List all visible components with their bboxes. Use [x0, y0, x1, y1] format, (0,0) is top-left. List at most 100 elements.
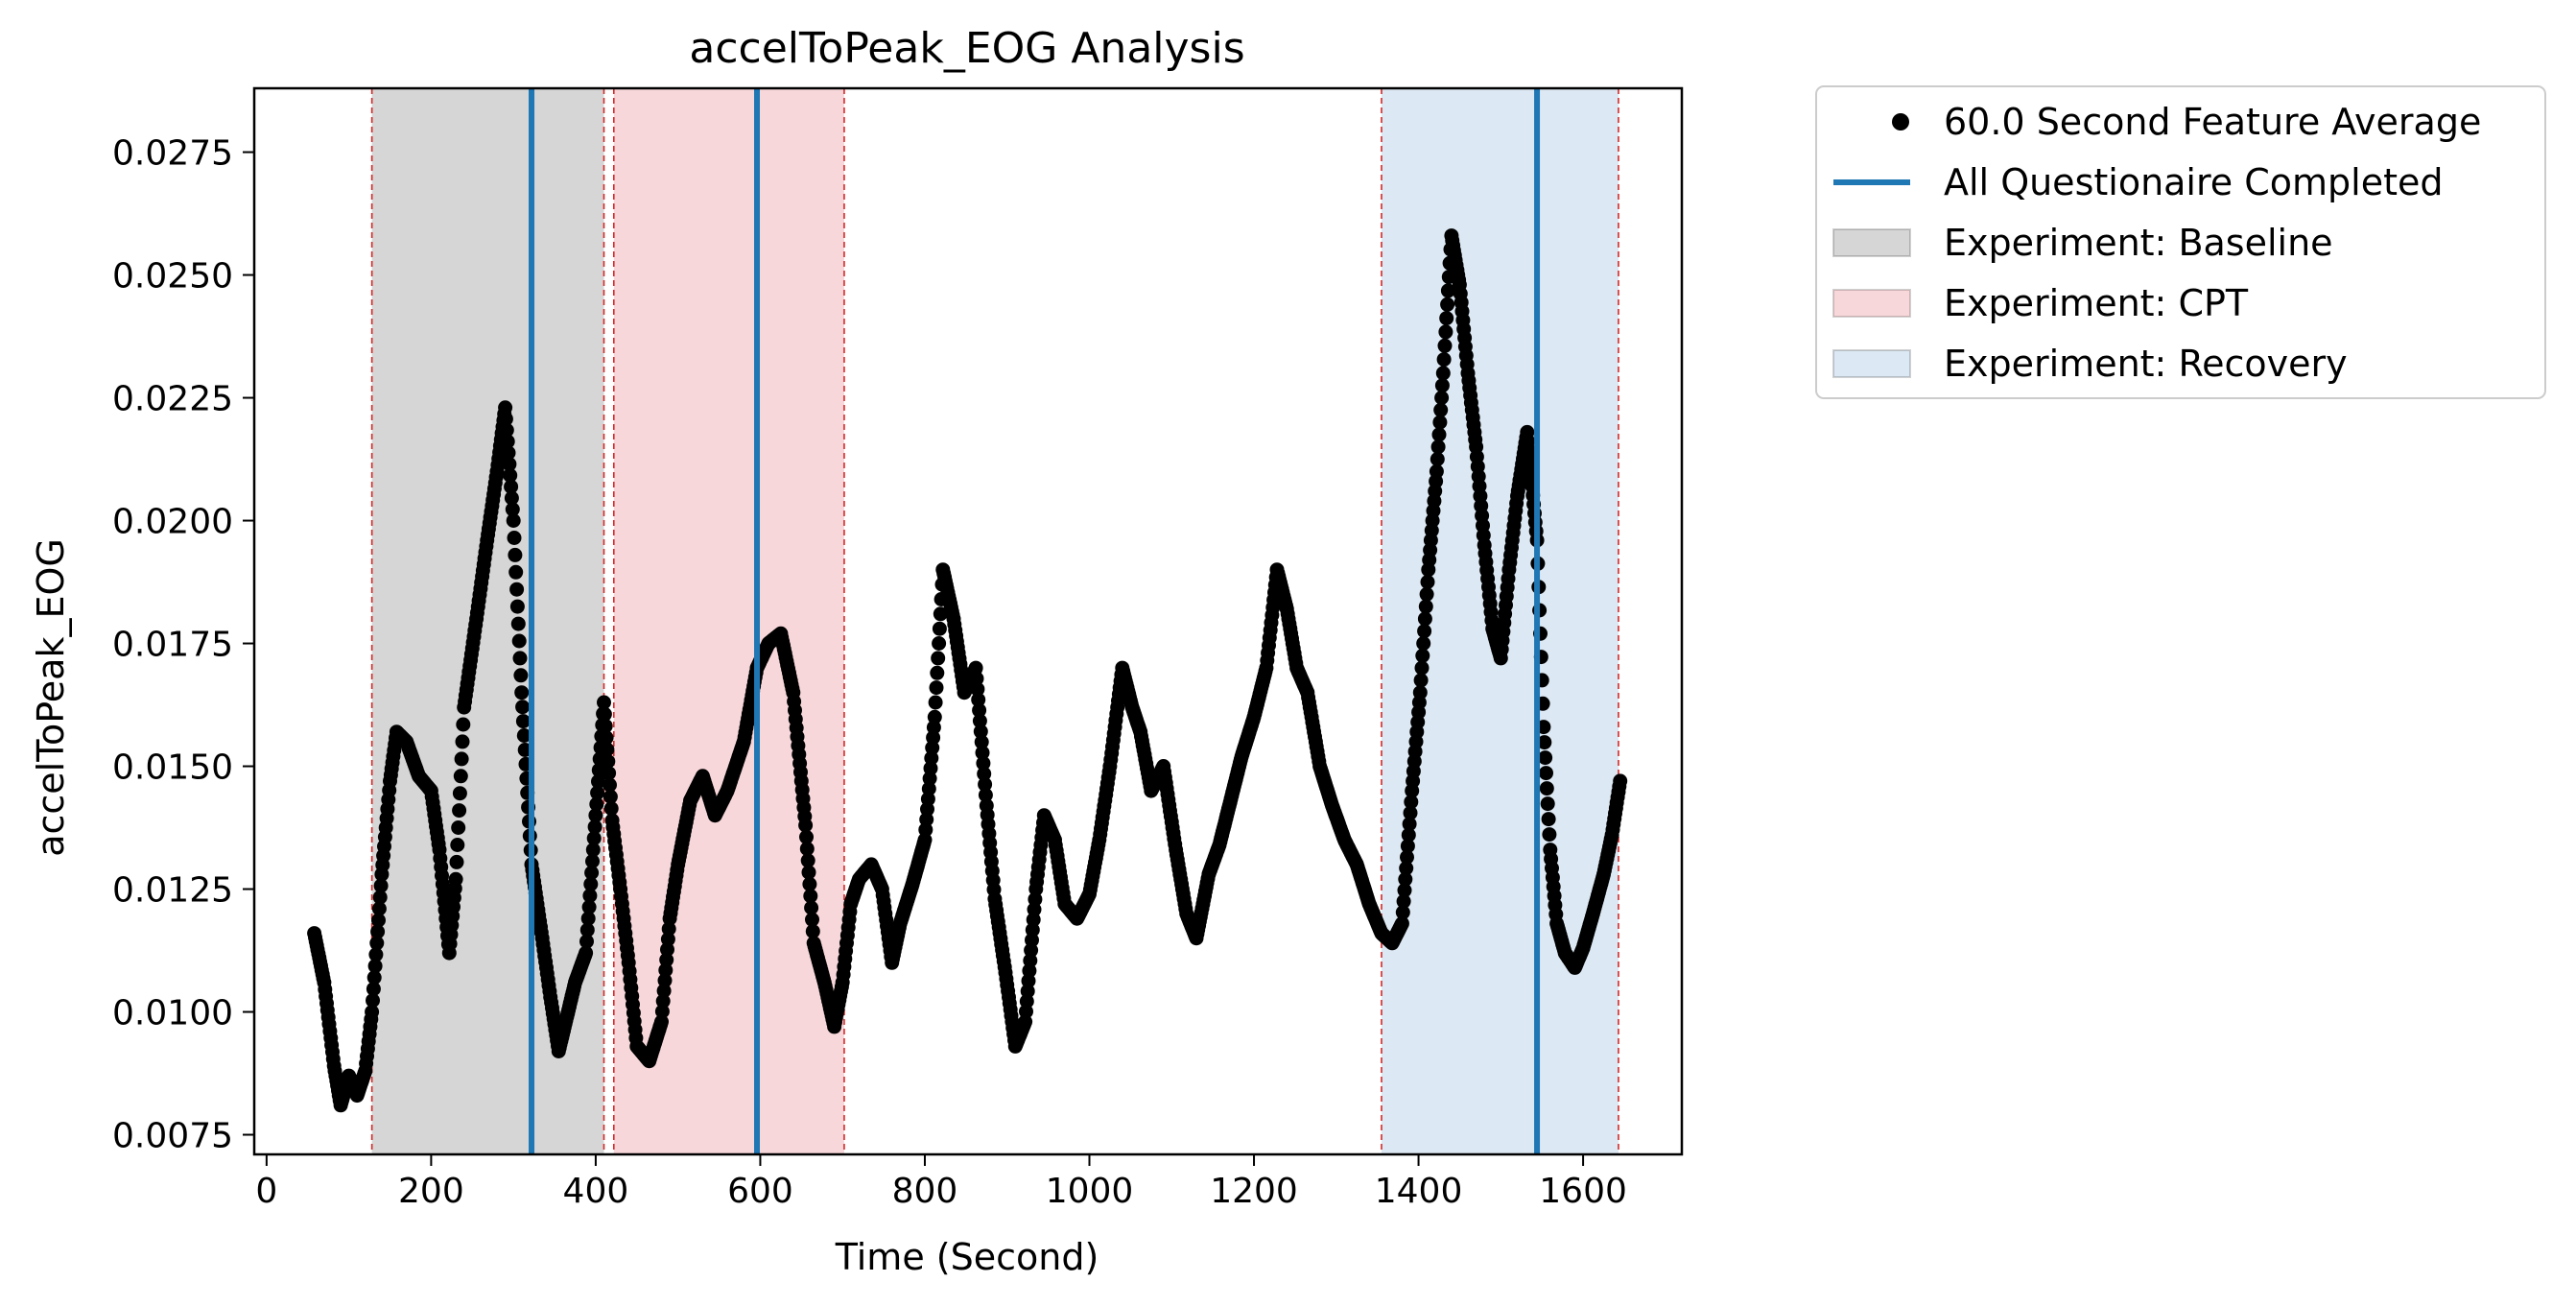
data-point	[506, 513, 521, 528]
data-point	[603, 777, 617, 793]
data-point	[975, 745, 990, 760]
region-experiment-cpt	[613, 88, 844, 1154]
data-point	[365, 1005, 380, 1019]
data-point	[924, 750, 939, 766]
data-point	[454, 751, 469, 767]
x-tick-label: 600	[727, 1172, 793, 1211]
data-point	[923, 761, 938, 776]
data-point	[500, 434, 515, 449]
data-point	[972, 713, 987, 728]
data-point	[512, 651, 528, 666]
legend-patch	[1832, 289, 1911, 318]
chart-title: accelToPeak_EOG Analysis	[689, 24, 1244, 73]
data-point	[798, 818, 814, 833]
data-point	[501, 445, 516, 461]
data-point	[805, 924, 820, 939]
data-point	[1394, 915, 1409, 931]
data-point	[661, 921, 676, 937]
data-point	[977, 766, 992, 781]
data-point	[805, 912, 819, 927]
data-point	[498, 412, 513, 427]
data-point	[581, 899, 597, 914]
data-point	[973, 724, 988, 739]
legend-entry: Experiment: CPT	[1832, 282, 2249, 324]
data-point	[657, 973, 673, 988]
data-point	[368, 947, 384, 962]
data-point	[1439, 311, 1454, 326]
data-point	[369, 936, 385, 951]
data-point	[658, 962, 674, 978]
data-point	[1431, 427, 1447, 442]
data-point	[453, 769, 468, 784]
data-point	[1420, 575, 1435, 589]
region-experiment-baseline	[371, 88, 604, 1154]
data-point	[579, 945, 594, 961]
data-point	[1539, 766, 1553, 781]
data-point	[505, 502, 520, 517]
data-point	[599, 730, 614, 746]
data-point	[930, 665, 945, 680]
data-point	[918, 822, 934, 838]
data-point	[1023, 953, 1038, 968]
data-point	[1542, 827, 1557, 843]
data-point	[366, 970, 382, 985]
data-point	[1440, 297, 1455, 312]
axes: 0 200 400 600 800 1000 1200 1400 1600 0.0075 0.010…	[112, 86, 1684, 1211]
data-point	[1400, 839, 1415, 854]
data-point	[1396, 893, 1411, 909]
y-tick-label: 0.0200	[112, 503, 233, 542]
data-point	[978, 776, 993, 792]
data-point	[452, 786, 467, 801]
data-point	[591, 773, 605, 789]
data-point	[928, 695, 943, 710]
data-point	[598, 719, 613, 734]
legend-entry: Experiment: Recovery	[1832, 343, 2348, 385]
data-point	[1416, 636, 1431, 651]
data-point	[969, 671, 984, 686]
data-point	[448, 871, 463, 887]
data-point	[371, 901, 387, 916]
data-point	[1400, 849, 1414, 865]
data-point	[1401, 827, 1416, 843]
y-tick-label: 0.0225	[112, 380, 233, 419]
data-point	[1537, 735, 1552, 750]
legend-entry: Experiment: Baseline	[1832, 222, 2333, 264]
data-point	[585, 854, 600, 868]
y-tick-label: 0.0150	[112, 748, 233, 788]
data-point	[1540, 796, 1555, 812]
y-tick-label: 0.0075	[112, 1117, 233, 1156]
data-point	[971, 692, 986, 707]
data-point	[1414, 660, 1430, 676]
legend-label: 60.0 Second Feature Average	[1944, 101, 2481, 143]
data-point	[503, 467, 518, 483]
data-point	[1417, 611, 1432, 627]
data-point	[929, 680, 944, 696]
legend-label: Experiment: Baseline	[1944, 222, 2333, 264]
data-point	[504, 479, 519, 494]
data-point	[1438, 324, 1453, 340]
data-point	[513, 668, 529, 683]
x-tick-label: 1600	[1539, 1172, 1627, 1211]
data-point	[1436, 352, 1452, 368]
data-point	[372, 890, 388, 905]
data-point	[1613, 773, 1628, 789]
data-point	[1404, 795, 1419, 810]
data-point	[1538, 750, 1553, 766]
data-point	[1397, 883, 1412, 898]
x-tick-label: 200	[398, 1172, 464, 1211]
data-point	[579, 922, 595, 938]
y-axis-label: accelToPeak_EOG	[30, 538, 72, 857]
data-point	[515, 700, 531, 715]
data-point	[659, 952, 674, 967]
data-point	[931, 651, 946, 666]
data-point	[456, 717, 471, 732]
data-point	[449, 854, 464, 869]
data-point	[370, 924, 386, 939]
data-point	[514, 685, 530, 700]
data-point	[926, 730, 941, 746]
data-point	[373, 878, 389, 893]
data-point	[516, 728, 532, 743]
data-point	[926, 720, 941, 735]
data-point	[371, 913, 386, 928]
